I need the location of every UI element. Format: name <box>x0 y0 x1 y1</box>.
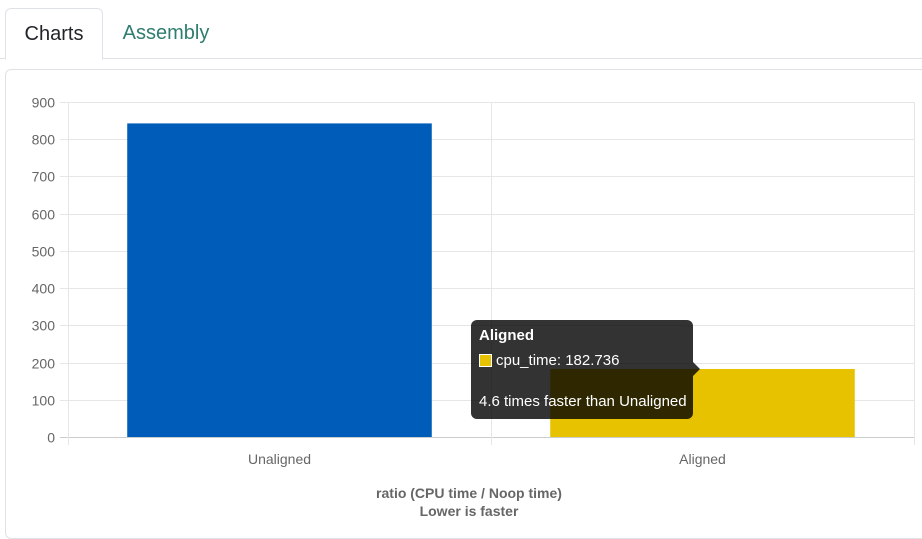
y-tick-label: 200 <box>32 356 56 372</box>
bar-chart: 0 100 200 300 400 500 600 700 800 900 Unaligned Al… <box>32 95 915 519</box>
y-tick-label: 400 <box>32 281 56 297</box>
chart-tooltip: Aligned cpu_time: 182.736 4.6 times fast… <box>471 320 693 419</box>
tab-bar: Charts Assembly <box>0 0 922 60</box>
y-tick-label: 900 <box>32 95 56 111</box>
y-tick-label: 800 <box>32 132 56 148</box>
y-tick-label: 700 <box>32 169 56 185</box>
x-axis-subtitle: Lower is faster <box>420 503 519 519</box>
tooltip-title: Aligned <box>479 327 534 344</box>
x-axis-ticks: Unaligned Aligned <box>248 451 726 467</box>
tooltip-series-value: cpu_time: 182.736 <box>496 352 620 369</box>
tooltip-footer: 4.6 times faster than Unaligned <box>479 393 687 410</box>
y-tick-label: 500 <box>32 244 56 260</box>
x-axis-title: ratio (CPU time / Noop time) <box>376 485 562 501</box>
y-axis-ticks: 0 100 200 300 400 500 600 700 800 900 <box>32 95 56 446</box>
tooltip-caret <box>693 362 700 376</box>
tab-charts[interactable]: Charts <box>5 8 103 60</box>
chart-bars <box>127 123 855 438</box>
tooltip-swatch <box>479 354 492 367</box>
tab-assembly[interactable]: Assembly <box>122 22 210 44</box>
y-tick-label: 0 <box>47 430 55 446</box>
x-tick-label: Unaligned <box>248 451 311 467</box>
y-tick-label: 300 <box>32 318 56 334</box>
bar-unaligned[interactable] <box>127 123 432 438</box>
x-tick-label: Aligned <box>679 451 726 467</box>
y-tick-label: 100 <box>32 393 56 409</box>
y-tick-label: 600 <box>32 207 56 223</box>
